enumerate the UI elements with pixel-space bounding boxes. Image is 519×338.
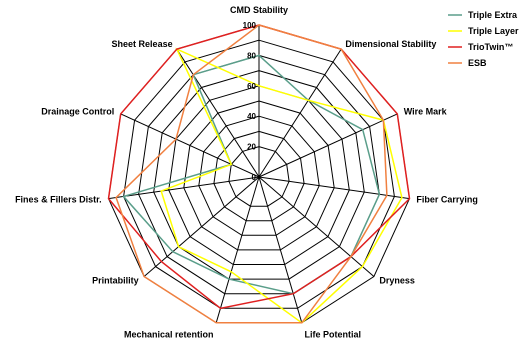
category-label: Drainage Control bbox=[41, 106, 114, 116]
grid-ring-70 bbox=[153, 70, 365, 280]
radar-spokes bbox=[108, 25, 410, 323]
tick-label: 60 bbox=[247, 82, 256, 91]
grid-ring-60 bbox=[168, 85, 350, 265]
category-label: Wire Mark bbox=[404, 106, 448, 116]
grid-ring-50 bbox=[183, 100, 335, 251]
category-label: Dryness bbox=[379, 276, 415, 286]
grid-ring-30 bbox=[213, 130, 305, 222]
spoke-1 bbox=[258, 48, 342, 178]
radar-series bbox=[107, 24, 411, 324]
grid-ring-90 bbox=[123, 39, 395, 309]
category-label: Life Potential bbox=[305, 330, 362, 338]
legend-label: Triple Layer bbox=[468, 26, 519, 36]
legend-label: Triple Extra bbox=[468, 10, 518, 20]
spoke-2 bbox=[258, 113, 398, 178]
tick-label: 100 bbox=[243, 21, 257, 30]
grid-ring-40 bbox=[198, 115, 320, 236]
category-label: Printability bbox=[92, 276, 139, 286]
spoke-9 bbox=[120, 113, 260, 178]
grid-ring-20 bbox=[228, 146, 290, 207]
spoke-8 bbox=[108, 176, 260, 200]
category-label: Fiber Carrying bbox=[416, 195, 478, 205]
grid-ring-80 bbox=[138, 54, 380, 295]
category-label: Mechanical retention bbox=[124, 330, 214, 338]
radial-tick-labels: 0 20 40 60 80 100 bbox=[243, 21, 257, 182]
tick-label: 40 bbox=[247, 112, 256, 121]
tick-label: 20 bbox=[247, 143, 256, 152]
category-label: CMD Stability bbox=[230, 5, 288, 15]
spoke-7 bbox=[143, 176, 260, 277]
legend-label: TrioTwin™ bbox=[468, 42, 513, 52]
series-line-1 bbox=[160, 47, 403, 324]
category-labels: CMD Stability Dimensional Stability Wire M… bbox=[15, 5, 478, 338]
series-line-3 bbox=[115, 24, 388, 324]
spoke-6 bbox=[215, 176, 260, 323]
series-line-2 bbox=[107, 24, 411, 310]
tick-label: 80 bbox=[247, 51, 256, 60]
category-label: Fines & Fillers Distr. bbox=[15, 195, 102, 205]
spoke-5 bbox=[258, 176, 303, 323]
spoke-10 bbox=[176, 48, 260, 178]
legend-label: ESB bbox=[468, 58, 487, 68]
category-label: Dimensional Stability bbox=[345, 39, 436, 49]
spoke-3 bbox=[258, 176, 410, 200]
legend: Triple Extra Triple Layer TrioTwin™ ESB bbox=[448, 10, 519, 68]
category-label: Sheet Release bbox=[112, 39, 173, 49]
tick-label: 0 bbox=[252, 173, 257, 182]
spoke-4 bbox=[258, 176, 375, 277]
